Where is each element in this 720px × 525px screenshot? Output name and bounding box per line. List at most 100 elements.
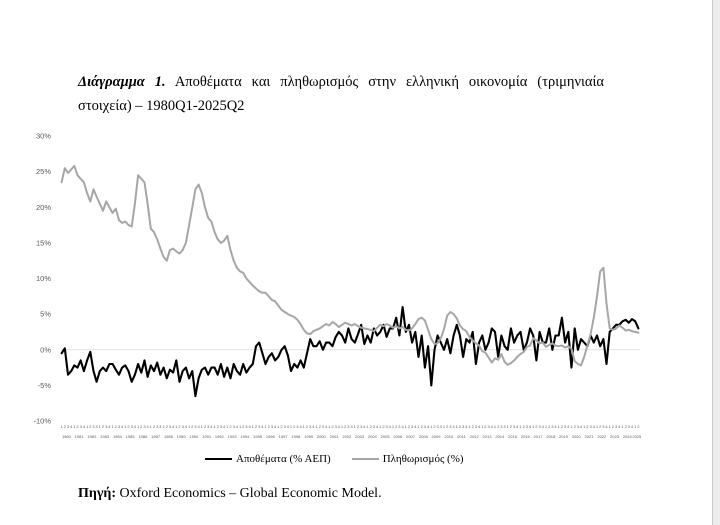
- x-tick-quarter-label: 2: [421, 424, 424, 429]
- x-tick-quarter-label: 3: [118, 424, 121, 429]
- x-tick-quarter-label: 2: [561, 424, 564, 429]
- line-chart: -10%-5%0%5%10%15%20%25%30%1 2 3 4 1 2 3 4 1 2 3 4 1 2…: [33, 132, 642, 439]
- x-tick-quarter-label: 3: [309, 424, 312, 429]
- x-tick-quarter-label: 3: [143, 424, 146, 429]
- x-tick-quarter-label: 1: [570, 424, 573, 429]
- x-tick-quarter-label: 3: [92, 424, 95, 429]
- x-tick-quarter-label: 4: [95, 424, 98, 429]
- x-tick-quarter-label: 2: [115, 424, 118, 429]
- y-tick-label: 25%: [36, 167, 51, 176]
- x-tick-quarter-label: 4: [223, 424, 226, 429]
- legend-swatch-inflation: [351, 457, 379, 461]
- x-tick-quarter-label: 1: [519, 424, 522, 429]
- source-note: Πηγή: Oxford Economics – Global Economic…: [78, 486, 382, 502]
- x-tick-quarter-label: 4: [401, 424, 404, 429]
- x-tick-quarter-label: 2: [268, 424, 271, 429]
- x-tick-quarter-label: 3: [411, 424, 414, 429]
- x-tick-quarter-label: 3: [194, 424, 197, 429]
- x-tick-quarter-label: 2: [166, 424, 169, 429]
- x-tick-year-label: 2023: [610, 434, 620, 439]
- legend-swatch-stocks: [205, 457, 232, 461]
- x-tick-quarter-label: 1: [481, 424, 484, 429]
- x-tick-year-label: 1990: [189, 434, 199, 439]
- y-tick-label: 10%: [36, 274, 51, 283]
- x-tick-quarter-label: 1: [443, 424, 446, 429]
- x-tick-quarter-label: 2: [459, 424, 462, 429]
- series-line-stocks: [60, 305, 640, 398]
- x-tick-quarter-label: 1: [354, 424, 357, 429]
- series-line-inflation: [60, 164, 640, 367]
- x-tick-quarter-label: 1: [596, 424, 599, 429]
- x-tick-year-label: 2024: [623, 434, 633, 439]
- x-tick-year-label: 2021: [585, 434, 595, 439]
- x-tick-quarter-label: 3: [296, 424, 299, 429]
- x-tick-quarter-label: 4: [83, 424, 86, 429]
- x-tick-quarter-label: 2: [472, 424, 475, 429]
- x-tick-quarter-label: 4: [338, 424, 341, 429]
- x-tick-quarter-label: 1: [315, 424, 318, 429]
- x-tick-quarter-label: 1: [468, 424, 471, 429]
- x-tick-quarter-label: 1: [290, 424, 293, 429]
- x-tick-quarter-label: 1: [188, 424, 191, 429]
- x-tick-quarter-label: 4: [593, 424, 596, 429]
- x-tick-quarter-label: 3: [182, 424, 185, 429]
- x-tick-quarter-label: 4: [197, 424, 200, 429]
- x-tick-quarter-label: 3: [284, 424, 287, 429]
- x-tick-quarter-label: 2: [395, 424, 398, 429]
- x-tick-quarter-label: 4: [580, 424, 583, 429]
- x-tick-year-label: 2008: [419, 434, 429, 439]
- x-tick-quarter-label: 3: [67, 424, 70, 429]
- x-tick-quarter-label: 3: [424, 424, 427, 429]
- x-tick-quarter-label: 1: [150, 424, 153, 429]
- x-tick-quarter-label: 2: [331, 424, 334, 429]
- x-tick-quarter-label: 2: [319, 424, 322, 429]
- chart-title: Αποθέματα και πληθωρισμός στην ελληνική …: [78, 74, 604, 114]
- x-tick-quarter-label: 4: [210, 424, 213, 429]
- x-tick-quarter-label: 2: [229, 424, 232, 429]
- x-tick-quarter-label: 2: [76, 424, 79, 429]
- x-tick-year-label: 2012: [470, 434, 480, 439]
- x-tick-quarter-label: 3: [449, 424, 452, 429]
- x-tick-quarter-label: 4: [108, 424, 111, 429]
- x-tick-quarter-label: 3: [577, 424, 580, 429]
- x-tick-quarter-label: 3: [538, 424, 541, 429]
- x-tick-quarter-label: 3: [156, 424, 159, 429]
- x-tick-year-label: 2001: [330, 434, 340, 439]
- x-tick-year-label: 2017: [534, 434, 544, 439]
- x-tick-quarter-label: 2: [625, 424, 628, 429]
- x-tick-quarter-label: 3: [564, 424, 567, 429]
- x-tick-quarter-label: 2: [574, 424, 577, 429]
- x-tick-year-label: 1999: [304, 434, 314, 439]
- y-tick-label: -5%: [38, 381, 52, 390]
- x-tick-quarter-label: 1: [111, 424, 114, 429]
- x-tick-year-label: 2022: [597, 434, 607, 439]
- x-tick-year-label: 2006: [393, 434, 403, 439]
- x-tick-year-label: 2005: [381, 434, 391, 439]
- x-tick-quarter-label: 2: [433, 424, 436, 429]
- legend-item-stocks: Αποθέματα (% ΑΕΠ): [205, 453, 331, 465]
- x-tick-quarter-label: 3: [245, 424, 248, 429]
- x-tick-year-label: 2016: [521, 434, 531, 439]
- x-tick-quarter-label: 3: [131, 424, 134, 429]
- x-tick-quarter-label: 2: [280, 424, 283, 429]
- x-tick-quarter-label: 3: [513, 424, 516, 429]
- x-tick-quarter-label: 4: [605, 424, 608, 429]
- x-tick-quarter-label: 2: [408, 424, 411, 429]
- x-tick-quarter-label: 2: [535, 424, 538, 429]
- x-tick-quarter-label: 4: [299, 424, 302, 429]
- x-tick-quarter-label: 1: [609, 424, 612, 429]
- x-tick-quarter-label: 3: [271, 424, 274, 429]
- x-tick-year-label: 1998: [291, 434, 301, 439]
- x-tick-quarter-label: 3: [220, 424, 223, 429]
- x-tick-quarter-label: 4: [325, 424, 328, 429]
- x-tick-year-label: 1997: [279, 434, 289, 439]
- x-tick-year-label: 2018: [546, 434, 556, 439]
- y-tick-label: 0%: [40, 345, 51, 354]
- x-tick-quarter-label: 2: [89, 424, 92, 429]
- x-tick-quarter-label: 4: [567, 424, 570, 429]
- x-tick-quarter-label: 1: [86, 424, 89, 429]
- x-tick-quarter-label: 3: [322, 424, 325, 429]
- x-tick-quarter-label: 4: [121, 424, 124, 429]
- page-edge: [712, 0, 720, 525]
